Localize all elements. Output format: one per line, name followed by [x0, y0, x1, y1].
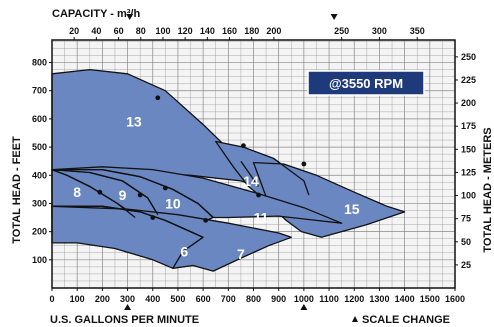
x-tick-label: 400 — [145, 294, 160, 304]
region-label-13: 13 — [126, 114, 142, 130]
y-right-tick-label: 50 — [461, 237, 471, 247]
boundary-curve — [89, 171, 159, 216]
scale-change-legend-marker — [352, 316, 358, 322]
top-tick-label: 60 — [114, 26, 124, 36]
x-tick-label: 200 — [95, 294, 110, 304]
top-tick-label: 140 — [200, 26, 215, 36]
top-tick-label: 20 — [69, 26, 79, 36]
x-tick-label: 1600 — [445, 294, 465, 304]
top-tick-label: 250 — [334, 26, 349, 36]
y-left-tick-label: 100 — [32, 255, 47, 265]
region-label-6: 6 — [180, 243, 188, 259]
data-points — [97, 95, 307, 223]
rpm-badge-text: @3550 RPM — [329, 76, 403, 91]
y-right-tick-label: 225 — [461, 75, 476, 85]
x-tick-label: 1400 — [395, 294, 415, 304]
region-label-14: 14 — [243, 173, 259, 189]
curve-point — [301, 161, 307, 167]
scale-change-marker-bottom — [124, 304, 132, 310]
x-tick-label: 1200 — [344, 294, 364, 304]
curve-point — [155, 95, 161, 101]
top-tick-label: 200 — [266, 26, 281, 36]
region-labels: 13 14 15 8 9 10 11 6 7 — [73, 114, 359, 262]
x-tick-label: 500 — [170, 294, 185, 304]
x-tick-label: 1300 — [369, 294, 389, 304]
region-label-9: 9 — [119, 187, 127, 203]
region-15 — [252, 161, 406, 238]
curve-point — [162, 185, 168, 191]
region-label-11: 11 — [254, 210, 269, 226]
x-tick-label: 0 — [49, 294, 54, 304]
y-left-tick-label: 700 — [32, 86, 47, 96]
top-tick-label: 300 — [372, 26, 387, 36]
region-label-8: 8 — [73, 184, 81, 200]
boundary-curve — [240, 160, 260, 187]
scale-change-marker-bottom — [300, 304, 308, 310]
curve-point — [241, 143, 246, 149]
boundary-curve — [51, 168, 136, 219]
y-right-tick-label: 125 — [461, 167, 476, 177]
top-tick-label: 160 — [222, 26, 237, 36]
curve-point — [150, 215, 156, 220]
y-left-tick-label: 400 — [32, 170, 47, 180]
y-left-tick-label: 600 — [32, 114, 47, 124]
scale-change-marker-top — [126, 14, 134, 20]
y-left-tick-label: 500 — [32, 142, 47, 152]
top-tick-label: 100 — [155, 26, 170, 36]
boundary-curve — [273, 157, 310, 196]
x-axis-label: U.S. GALLONS PER MINUTE — [50, 314, 199, 326]
region-label-10: 10 — [165, 195, 181, 211]
y-right-tick-label: 250 — [461, 52, 476, 62]
x-tick-label: 800 — [246, 294, 261, 304]
x-tick-label: 100 — [70, 294, 85, 304]
top-tick-label: 40 — [91, 26, 101, 36]
y-right-tick-label: 200 — [461, 98, 476, 108]
x-tick-label: 1500 — [420, 294, 440, 304]
y-right-tick-label: 75 — [461, 214, 471, 224]
y-right-tick-label: 100 — [461, 191, 476, 201]
scale-change-marker-top — [330, 14, 338, 20]
y-axis-right-label: TOTAL HEAD - METERS — [482, 127, 494, 252]
top-tick-label: 350 — [410, 26, 425, 36]
y-left-tick-label: 300 — [32, 198, 47, 208]
y-axis-left-label: TOTAL HEAD - FEET — [11, 136, 23, 244]
y-right-tick-label: 25 — [461, 260, 471, 270]
rpm-badge: @3550 RPM — [307, 70, 425, 96]
x-tick-label: 1100 — [319, 294, 339, 304]
top-tick-label: 80 — [136, 26, 146, 36]
x-tick-label: 600 — [196, 294, 211, 304]
top-tick-label: 180 — [244, 26, 259, 36]
boundary-curve — [102, 168, 214, 218]
top-axis-label: CAPACITY - m³/h — [52, 8, 140, 20]
x-tick-label: 700 — [221, 294, 236, 304]
curve-point — [97, 189, 103, 195]
region-label-15: 15 — [344, 201, 360, 217]
curve-point — [256, 192, 261, 198]
y-left-tick-label: 800 — [32, 58, 47, 68]
curve-point — [137, 192, 143, 198]
top-tick-label: 120 — [178, 26, 193, 36]
x-tick-label: 900 — [271, 294, 286, 304]
x-tick-label: 300 — [120, 294, 135, 304]
axis-ticks: 0 100 200 300 400 500 600 700 800 900 1000 1100 1200… — [32, 26, 476, 304]
y-right-tick-label: 175 — [461, 121, 476, 131]
curve-point — [203, 217, 209, 223]
region-label-7: 7 — [237, 246, 245, 262]
boundary-curves — [51, 157, 310, 238]
y-right-tick-label: 150 — [461, 144, 476, 154]
scale-change-label: SCALE CHANGE — [362, 314, 450, 326]
y-left-tick-label: 200 — [32, 227, 47, 237]
x-tick-label: 1000 — [294, 294, 314, 304]
scale-change-markers — [124, 14, 358, 322]
